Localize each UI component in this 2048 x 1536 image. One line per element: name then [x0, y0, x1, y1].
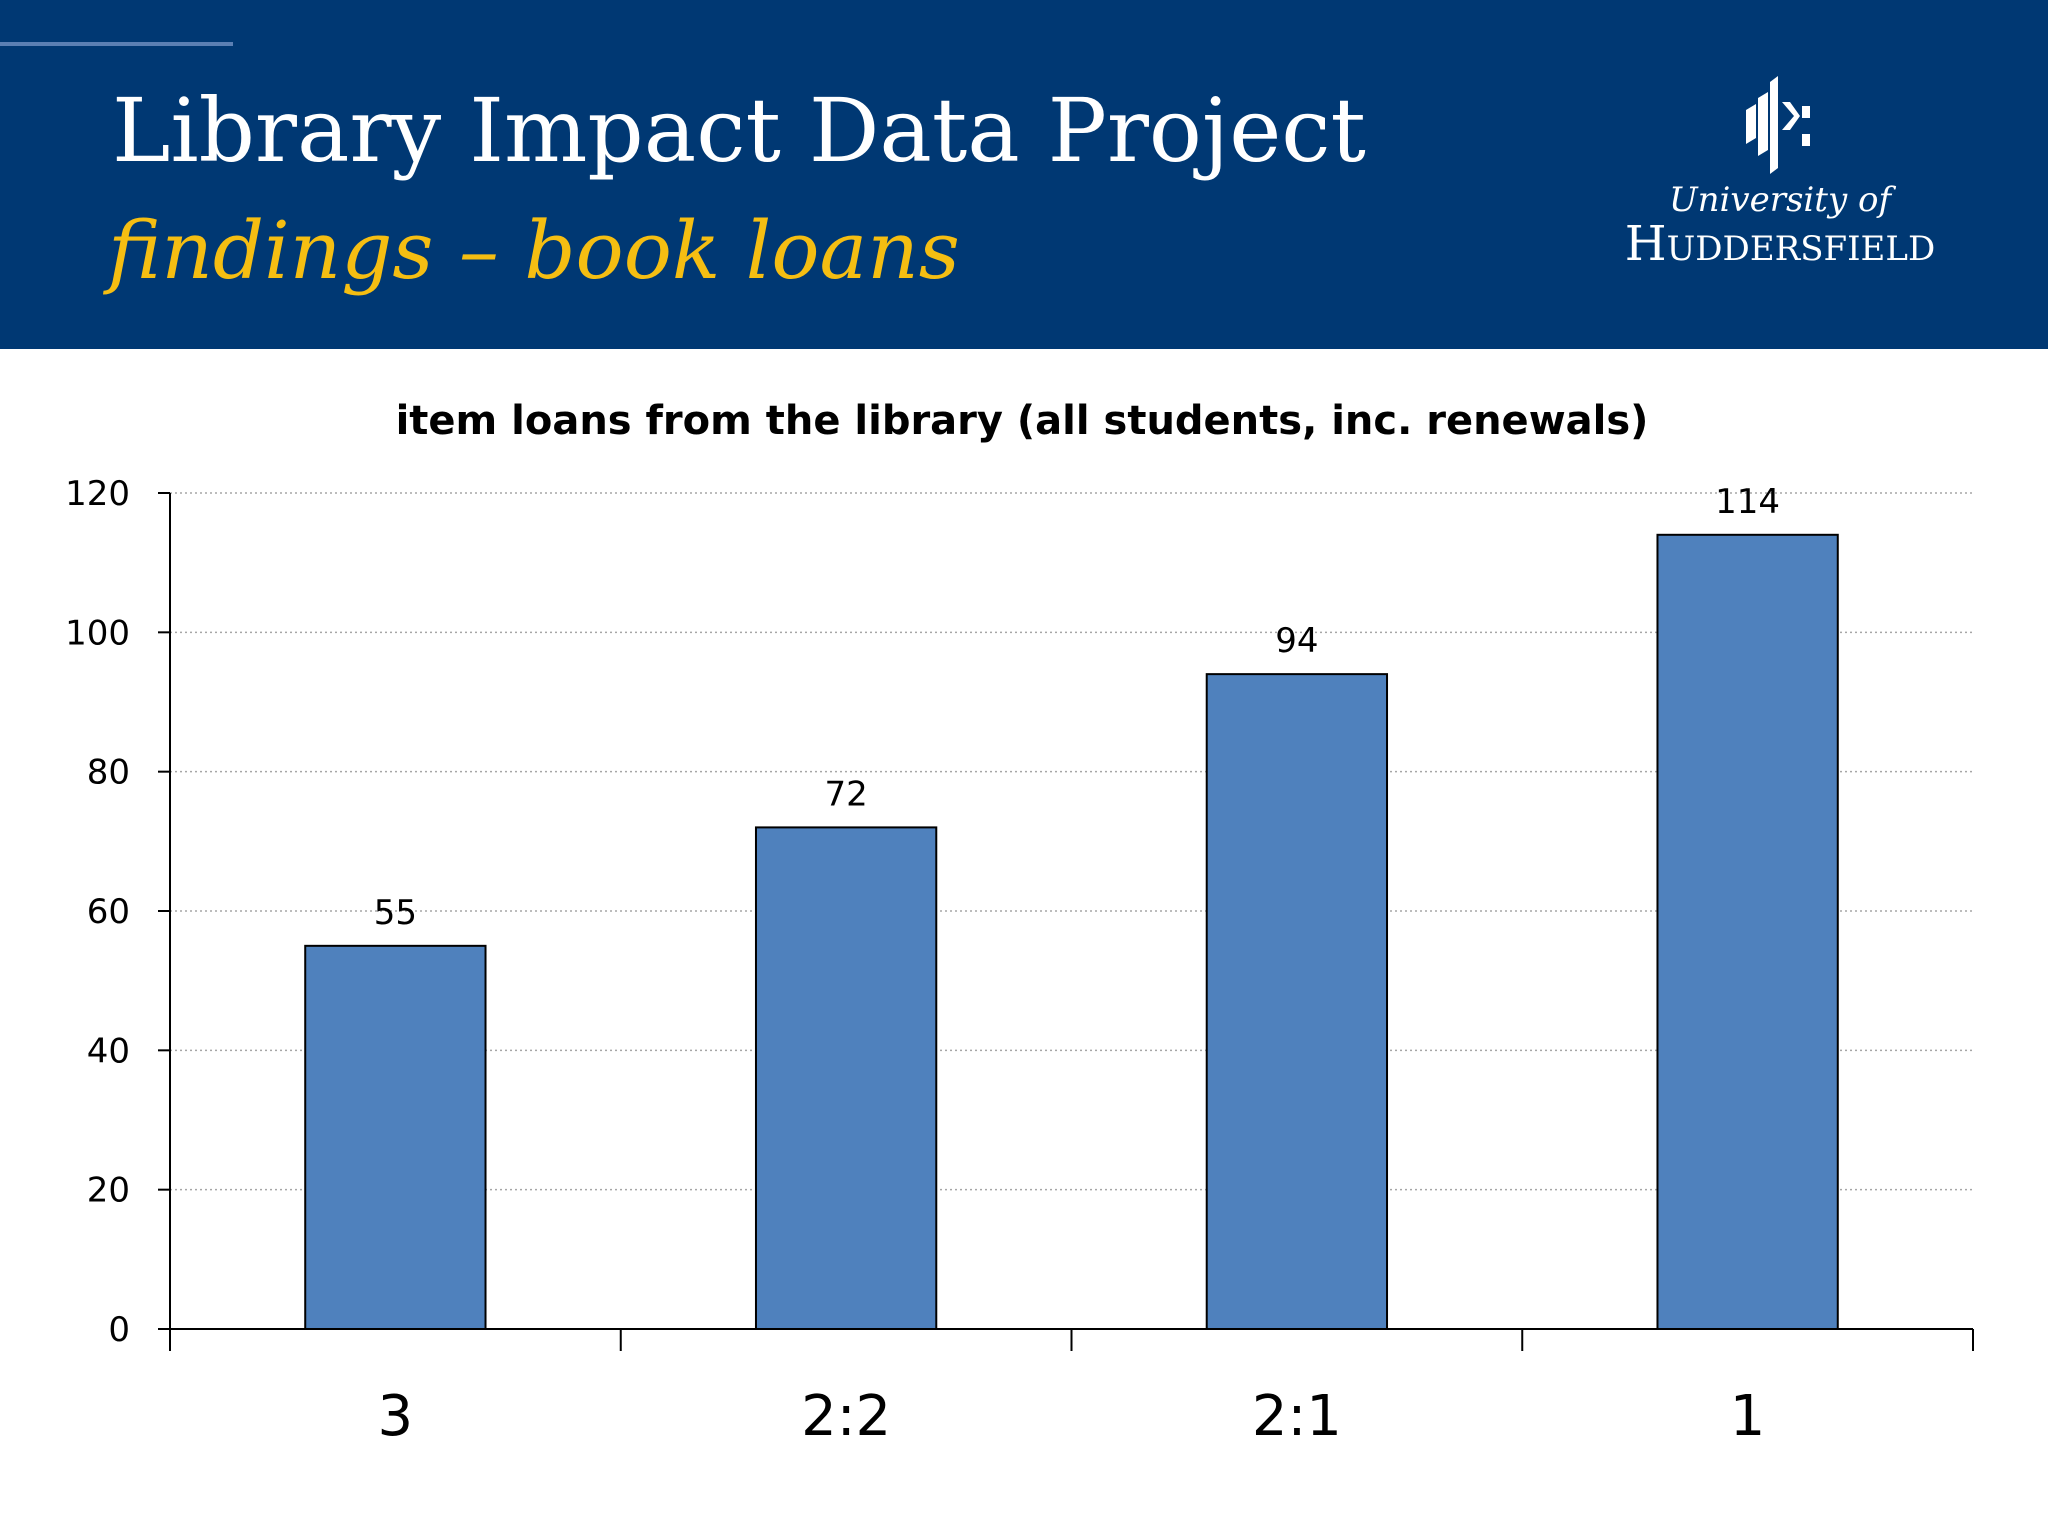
- y-tick-label: 120: [65, 474, 130, 514]
- x-axis-ticks: 3 2:2 2:1 1: [169, 1329, 1974, 1449]
- y-axis-ticks: 0 20 40 60 80 100 120: [65, 474, 170, 1350]
- y-tick-label: 60: [87, 892, 130, 932]
- y-tick-label: 80: [87, 753, 130, 793]
- data-label: 72: [824, 774, 867, 814]
- bar-2-1: [1205, 673, 1389, 1330]
- data-label: 114: [1715, 482, 1780, 522]
- chart-data-labels: 55 72 94 114: [374, 482, 1780, 933]
- y-tick-label: 0: [108, 1310, 130, 1350]
- data-label: 94: [1275, 621, 1318, 661]
- chart-title: item loans from the library (all student…: [396, 398, 1649, 444]
- header-accent-rule: [0, 42, 233, 46]
- university-logo: University of Huddersfield: [1600, 76, 1960, 276]
- y-tick-label: 20: [87, 1171, 130, 1211]
- y-tick-label: 40: [87, 1031, 130, 1071]
- slide-subtitle: findings – book loans: [108, 204, 960, 297]
- data-label: 55: [374, 893, 417, 933]
- x-tick-label: 2:1: [1252, 1384, 1342, 1449]
- slide-title: Library Impact Data Project: [112, 79, 1366, 182]
- x-tick-label: 1: [1730, 1384, 1766, 1449]
- logo-text-university-of: University of: [1668, 180, 1892, 220]
- university-crest-icon: [1746, 76, 1810, 174]
- chart-bars: [304, 533, 1839, 1331]
- bar-2-2: [754, 826, 938, 1331]
- logo-text-huddersfield: Huddersfield: [1624, 216, 1936, 272]
- header-banner: Library Impact Data Project findings – b…: [0, 0, 2048, 349]
- y-tick-label: 100: [65, 613, 130, 653]
- bar-chart: item loans from the library (all student…: [65, 398, 1974, 1449]
- x-tick-label: 3: [378, 1384, 414, 1449]
- x-tick-label: 2:2: [801, 1384, 891, 1449]
- bar-3: [304, 944, 487, 1330]
- bar-1: [1656, 533, 1839, 1330]
